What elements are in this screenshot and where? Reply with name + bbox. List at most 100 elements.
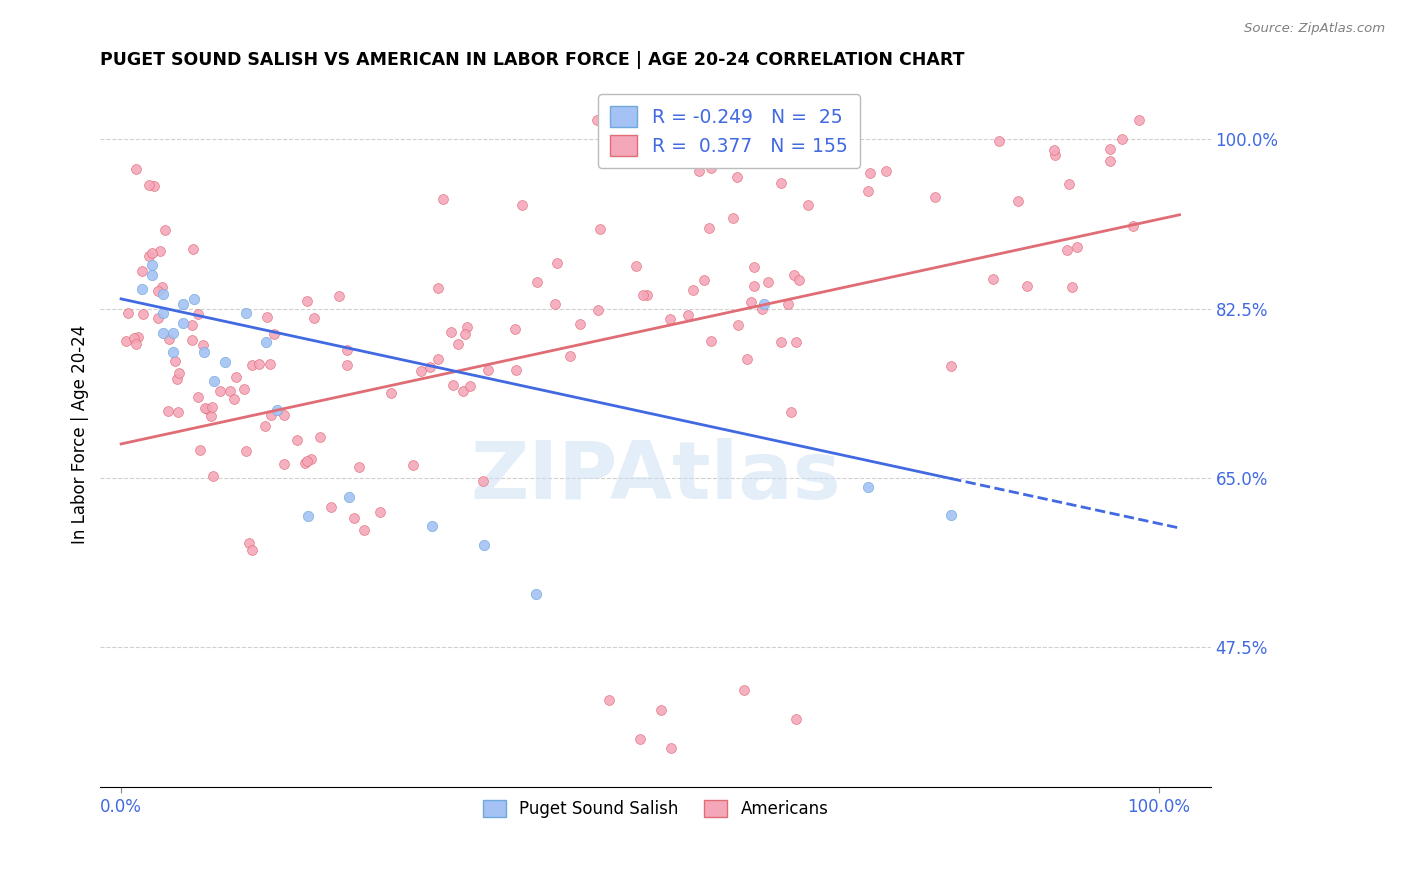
Point [586, 113, 609, 128]
Point [141, 246, 163, 260]
Point [785, 713, 807, 727]
Point [1111, 132, 1133, 146]
Point [335, 343, 357, 358]
Point [188, 443, 211, 458]
Point [114, 334, 136, 348]
Point [166, 371, 188, 385]
Point [253, 418, 276, 433]
Point [131, 264, 153, 278]
Point [263, 327, 285, 342]
Point [141, 258, 163, 272]
Point [422, 519, 444, 533]
Point [200, 409, 222, 424]
Point [181, 318, 204, 333]
Point [477, 363, 499, 377]
Point [353, 524, 375, 538]
Point [297, 509, 319, 524]
Point [1066, 240, 1088, 254]
Point [172, 297, 194, 311]
Point [471, 474, 494, 488]
Point [456, 320, 478, 334]
Point [770, 176, 793, 190]
Point [222, 392, 245, 407]
Point [254, 335, 277, 350]
Point [659, 741, 682, 756]
Point [754, 297, 776, 311]
Point [426, 281, 449, 295]
Point [783, 268, 806, 282]
Point [122, 331, 145, 345]
Point [1099, 153, 1122, 168]
Point [544, 297, 567, 311]
Point [141, 268, 163, 282]
Point [187, 390, 209, 404]
Point [232, 382, 254, 396]
Point [419, 359, 441, 374]
Point [598, 693, 620, 707]
Y-axis label: In Labor Force | Age 20-24: In Labor Force | Age 20-24 [72, 325, 89, 544]
Point [336, 358, 359, 372]
Point [737, 352, 759, 367]
Legend: Puget Sound Salish, Americans: Puget Sound Salish, Americans [477, 793, 835, 825]
Point [1128, 113, 1150, 128]
Point [167, 405, 190, 419]
Text: Source: ZipAtlas.com: Source: ZipAtlas.com [1244, 22, 1385, 36]
Point [510, 198, 533, 212]
Point [214, 355, 236, 369]
Point [152, 306, 174, 320]
Point [589, 221, 612, 235]
Point [218, 384, 240, 399]
Point [201, 400, 224, 414]
Point [180, 333, 202, 347]
Point [1057, 178, 1080, 192]
Point [988, 134, 1011, 148]
Point [163, 354, 186, 368]
Point [742, 278, 765, 293]
Point [172, 316, 194, 330]
Point [472, 538, 495, 552]
Point [127, 330, 149, 344]
Point [240, 543, 263, 558]
Point [146, 285, 169, 299]
Point [152, 326, 174, 340]
Point [688, 164, 710, 178]
Point [247, 357, 270, 371]
Point [152, 287, 174, 301]
Point [191, 337, 214, 351]
Point [778, 296, 800, 310]
Point [924, 190, 946, 204]
Point [125, 162, 148, 177]
Point [273, 408, 295, 422]
Point [157, 332, 180, 346]
Point [132, 308, 155, 322]
Point [735, 136, 758, 150]
Point [304, 310, 326, 325]
Point [402, 458, 425, 473]
Point [756, 143, 779, 157]
Point [858, 184, 880, 198]
Point [875, 163, 897, 178]
Point [751, 302, 773, 317]
Point [187, 307, 209, 321]
Point [294, 457, 316, 471]
Point [505, 322, 527, 336]
Point [451, 384, 474, 398]
Text: PUGET SOUND SALISH VS AMERICAN IN LABOR FORCE | AGE 20-24 CORRELATION CHART: PUGET SOUND SALISH VS AMERICAN IN LABOR … [100, 51, 965, 69]
Point [167, 366, 190, 380]
Point [1060, 280, 1083, 294]
Point [526, 275, 548, 289]
Point [676, 308, 699, 322]
Point [858, 480, 880, 494]
Point [297, 294, 319, 309]
Point [787, 272, 810, 286]
Point [432, 192, 454, 206]
Point [260, 408, 283, 422]
Point [299, 452, 322, 467]
Point [309, 430, 332, 444]
Point [733, 683, 755, 698]
Point [981, 271, 1004, 285]
Point [782, 145, 804, 159]
Point [1043, 147, 1066, 161]
Point [193, 401, 215, 415]
Point [273, 457, 295, 471]
